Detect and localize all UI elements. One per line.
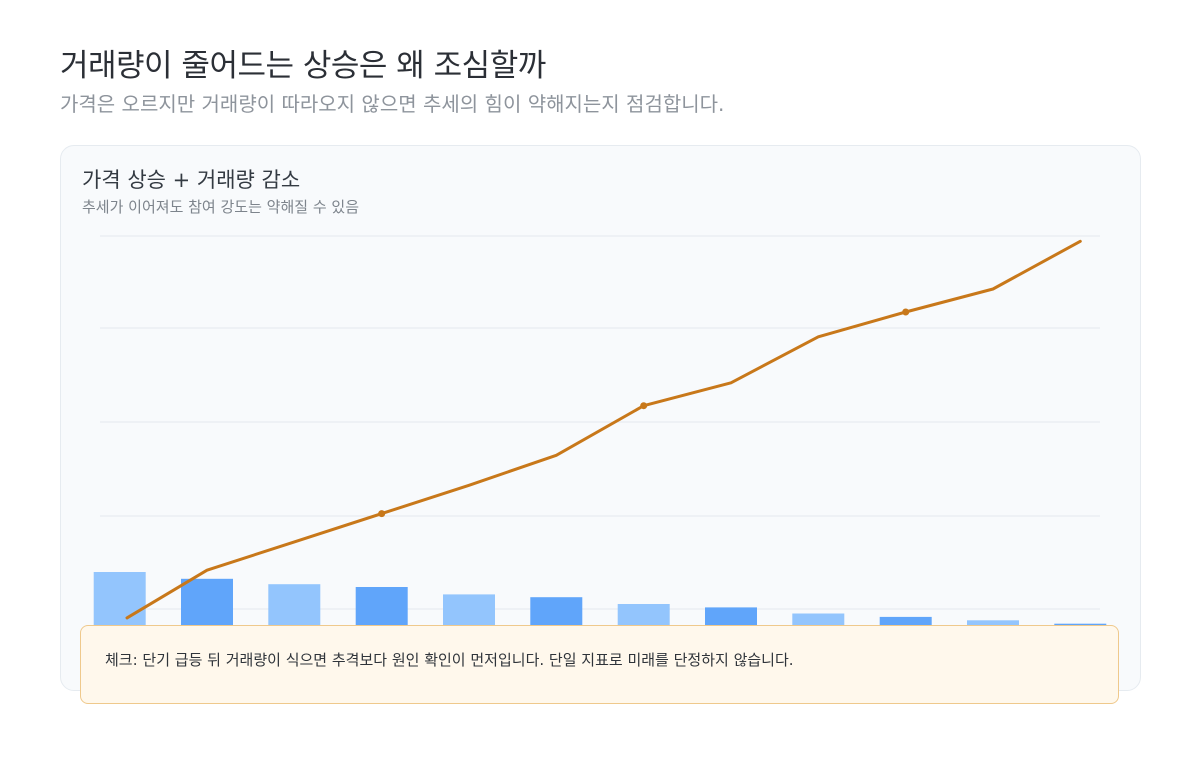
price-point xyxy=(640,402,648,410)
price-point xyxy=(902,308,910,316)
chart-subtitle: 추세가 이어져도 참여 강도는 약해질 수 있음 xyxy=(82,198,360,216)
page-title: 거래량이 줄어드는 상승은 왜 조심할까 xyxy=(60,48,546,84)
chart-title: 가격 상승 + 거래량 감소 xyxy=(82,168,301,192)
price-point xyxy=(378,510,386,518)
grid-lines xyxy=(100,235,1100,610)
page-subtitle: 가격은 오르지만 거래량이 따라오지 않으면 추세의 힘이 약해지는지 점검합니… xyxy=(60,92,725,116)
note-box: 체크: 단기 급등 뒤 거래량이 식으면 추격보다 원인 확인이 먼저입니다. … xyxy=(80,625,1119,704)
price-line-group xyxy=(125,239,1082,620)
price-line xyxy=(125,239,1082,620)
note-text: 체크: 단기 급등 뒤 거래량이 식으면 추격보다 원인 확인이 먼저입니다. … xyxy=(105,651,794,669)
